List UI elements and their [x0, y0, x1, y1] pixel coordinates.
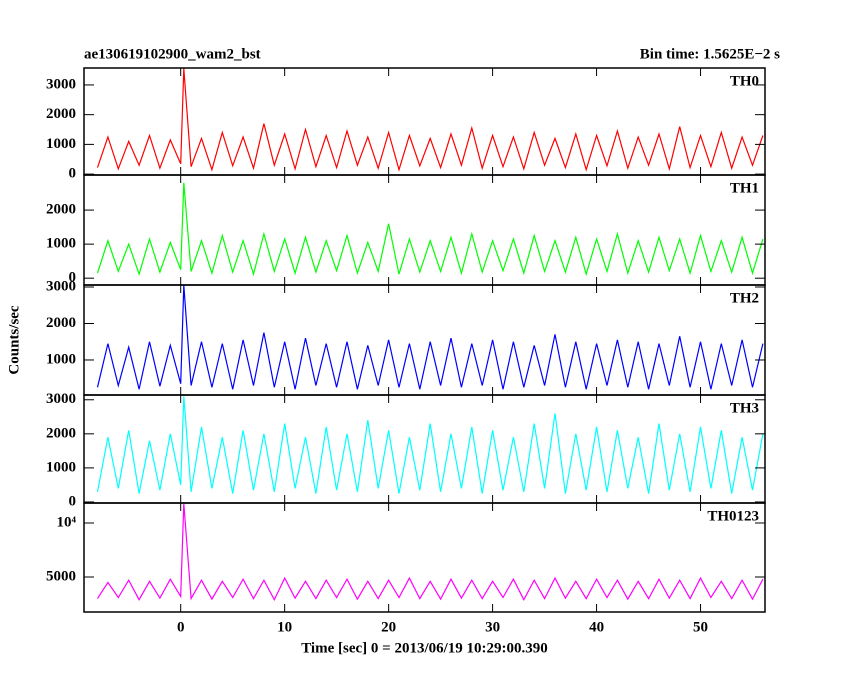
y-tick-label: 1000: [46, 236, 76, 252]
x-tick-label: 40: [589, 619, 604, 635]
data-line: [96, 68, 764, 172]
y-tick-label: 1000: [46, 459, 76, 475]
y-axis-label: Counts/sec: [6, 305, 22, 375]
y-tick-label: 3000: [46, 391, 76, 407]
y-tick-label: 2000: [46, 106, 76, 122]
series-label: TH0123: [707, 508, 759, 524]
data-line: [96, 396, 764, 494]
x-tick-label: 0: [177, 619, 185, 635]
y-tick-label: 1000: [46, 136, 76, 152]
y-tick-label: 0: [69, 493, 77, 509]
y-tick-label: 2000: [46, 425, 76, 441]
series-label: TH3: [730, 400, 759, 416]
panel-frame: [83, 284, 766, 396]
y-tick-label: 2000: [46, 315, 76, 331]
series-label: TH2: [730, 290, 759, 306]
y-tick-label: 1000: [46, 351, 76, 367]
data-line: [96, 285, 764, 390]
x-tick-label: 10: [277, 619, 292, 635]
chart-subtitle: Bin time: 1.5625E−2 s: [640, 46, 780, 62]
y-tick-label: 3000: [46, 278, 76, 294]
series-label: TH1: [730, 180, 759, 196]
x-tick-label: 50: [693, 619, 708, 635]
panel-frame: [83, 174, 766, 286]
y-tick-label: 3000: [46, 76, 76, 92]
panel-frame: [83, 67, 766, 176]
data-line: [96, 503, 764, 602]
y-tick-label: 5000: [46, 568, 76, 584]
data-line: [96, 182, 764, 277]
y-tick-label: 0: [69, 166, 77, 182]
chart-title: ae130619102900_wam2_bst: [84, 46, 261, 62]
y-tick-label: 2000: [46, 202, 76, 218]
x-tick-label: 20: [381, 619, 396, 635]
panel-frame: [83, 502, 766, 613]
y-tick-label: 10⁴: [57, 514, 77, 530]
y-tick-label: 0: [69, 270, 77, 286]
series-label: TH0: [730, 73, 759, 89]
x-tick-label: 30: [485, 619, 500, 635]
x-axis-label: Time [sec] 0 = 2013/06/19 10:29:00.390: [301, 640, 548, 656]
